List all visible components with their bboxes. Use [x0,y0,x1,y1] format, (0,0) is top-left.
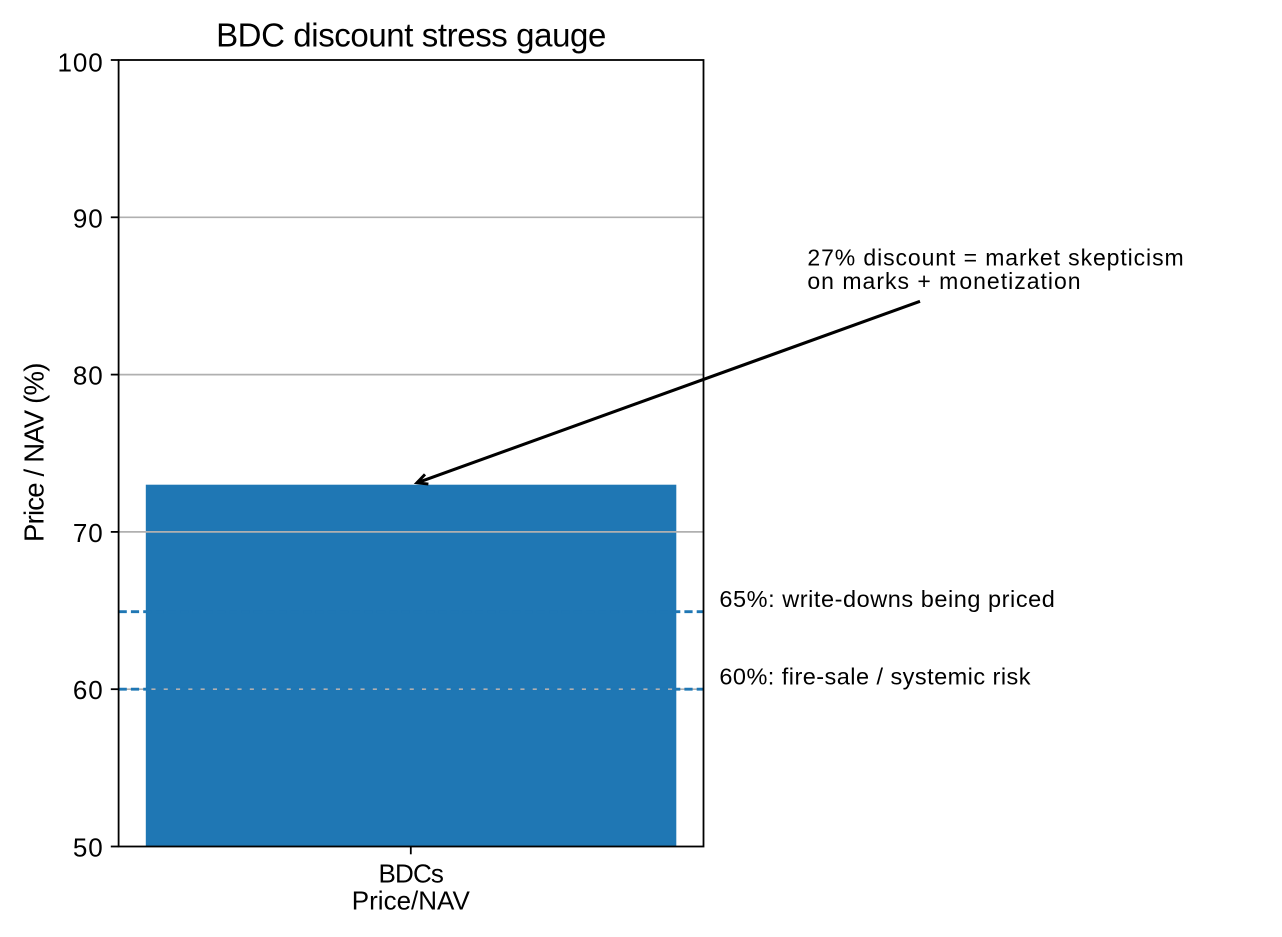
svg-text:on marks + monetization: on marks + monetization [807,268,1081,294]
svg-text:BDCs: BDCs [378,859,443,889]
svg-text:65%: write-downs being priced: 65%: write-downs being priced [719,586,1055,612]
svg-text:100: 100 [58,47,104,77]
svg-text:27% discount = market skeptici: 27% discount = market skepticism [807,245,1184,271]
svg-text:Price / NAV (%): Price / NAV (%) [19,363,50,542]
svg-text:50: 50 [73,833,104,863]
svg-text:80: 80 [73,361,104,391]
svg-text:60: 60 [73,675,104,705]
svg-text:Price/NAV: Price/NAV [352,885,471,915]
svg-text:90: 90 [73,203,104,233]
svg-text:70: 70 [73,518,104,548]
svg-text:BDC discount stress gauge: BDC discount stress gauge [216,17,606,54]
svg-text:60%: fire-sale / systemic risk: 60%: fire-sale / systemic risk [719,664,1031,690]
